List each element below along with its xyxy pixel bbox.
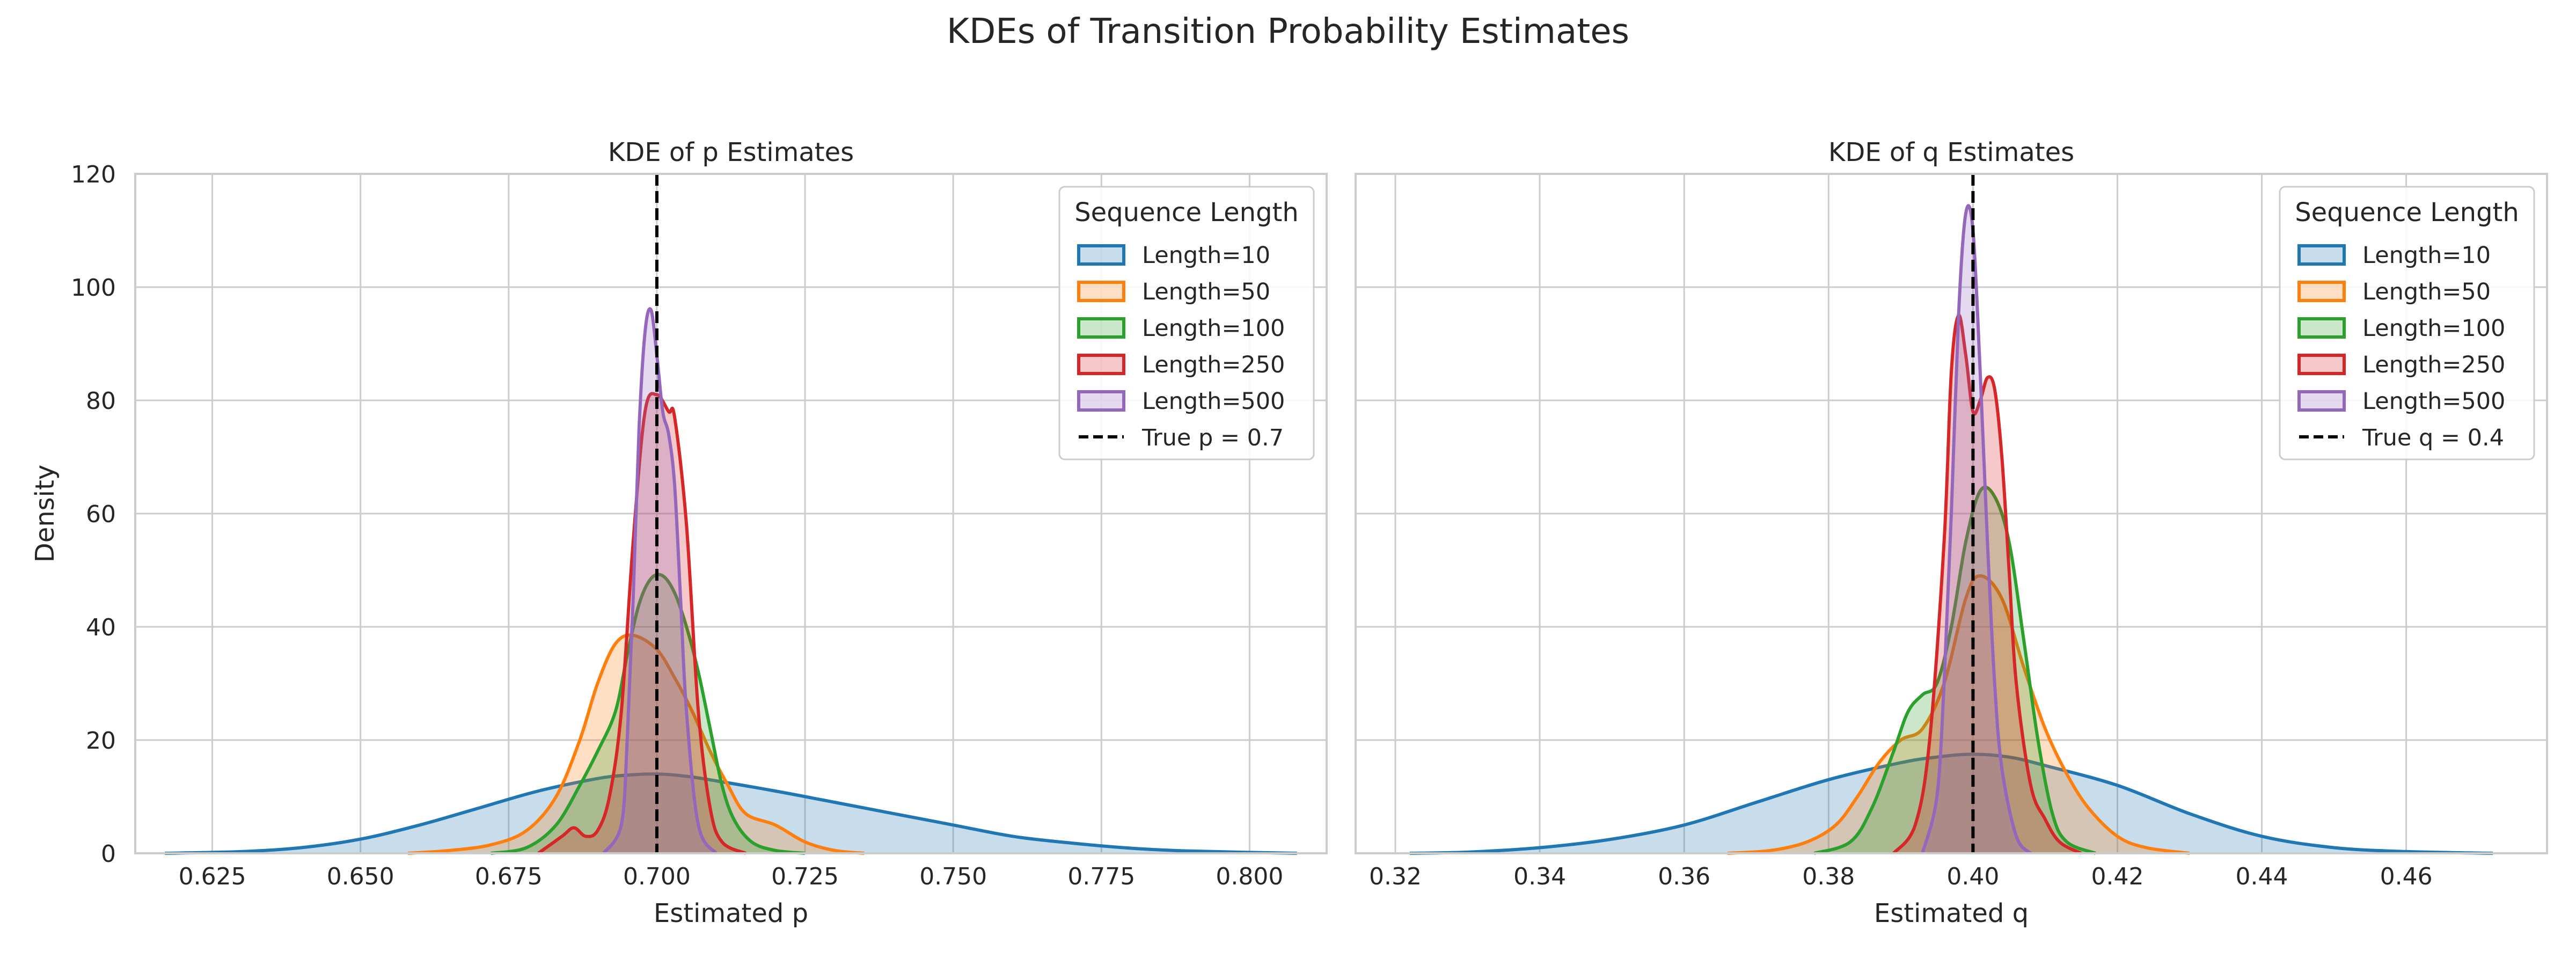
kde-series-group: [165, 307, 1297, 855]
panel-title: KDE of q Estimates: [1828, 137, 2074, 167]
y-tick-label: 0: [101, 840, 116, 868]
x-tick-label: 0.700: [623, 863, 691, 890]
y-tick-label: 20: [86, 727, 116, 755]
legend-label: Length=50: [2362, 279, 2491, 305]
legend-label: Length=100: [2362, 315, 2505, 342]
legend-label: Length=100: [1142, 315, 1285, 342]
kde-line-length-50: [407, 633, 865, 855]
axes-frame: [1355, 173, 2548, 854]
legend-swatch: [2297, 390, 2346, 412]
y-tick-label: 120: [71, 161, 116, 188]
y-axis-label: Density: [30, 465, 60, 562]
x-tick-label: 0.650: [327, 863, 394, 890]
panel-p: 0.625 0.650 0.675 0.700 0.725 0.750 0.775 0.800…: [30, 137, 1328, 928]
x-tick-label: 0.675: [475, 863, 543, 890]
legend-title: Sequence Length: [2295, 197, 2519, 228]
x-tick-label: 0.750: [919, 863, 987, 890]
kde-fill-length-250: [538, 393, 746, 853]
legend-label: True p = 0.7: [1141, 425, 1284, 451]
legend-swatch: [1077, 244, 1125, 266]
x-tick-label: 0.46: [2380, 863, 2433, 890]
x-tick-label: 0.38: [1802, 863, 1855, 890]
legend-label: True q = 0.4: [2362, 425, 2504, 451]
panel-title: KDE of p Estimates: [608, 137, 854, 167]
legend-label: Length=500: [2362, 388, 2505, 415]
axes-frame: [134, 173, 1328, 854]
kde-line-length-10: [1409, 752, 2493, 855]
legend-label: Length=500: [1142, 388, 1285, 415]
kde-line-length-100: [491, 573, 806, 855]
kde-fill-length-10: [1409, 754, 2493, 853]
y-tick-label: 80: [86, 387, 116, 415]
kde-line-length-250: [537, 392, 747, 855]
legend-label: Length=10: [2362, 242, 2491, 269]
legend-swatch: [2297, 244, 2346, 266]
kde-fill-length-100: [491, 574, 806, 853]
legend-title: Sequence Length: [1074, 197, 1299, 228]
x-tick-label: 0.40: [1946, 863, 1999, 890]
x-tick-label: 0.625: [179, 863, 246, 890]
x-tick-label: 0.42: [2091, 863, 2143, 890]
legend-swatch: [2297, 317, 2346, 339]
legend: Sequence Length Length=10 Length=50 Length=…: [1058, 186, 1315, 460]
x-tick-label: 0.44: [2236, 863, 2288, 890]
x-axis-label: Estimated q: [1874, 898, 2029, 928]
kde-line-length-10: [165, 772, 1297, 855]
legend-swatch: [2297, 281, 2346, 302]
legend-label: Length=250: [1142, 352, 1285, 378]
x-tick-label: 0.775: [1067, 863, 1135, 890]
x-tick-label: 0.34: [1513, 863, 1566, 890]
legend: Sequence Length Length=10 Length=50 Length=…: [2279, 186, 2535, 460]
y-tick-label: 100: [71, 274, 116, 302]
kde-line-length-500: [602, 307, 718, 854]
kde-line-length-50: [1727, 574, 2190, 855]
figure-title: KDEs of Transition Probability Estimates: [947, 12, 1629, 52]
y-tick-label: 40: [86, 614, 116, 641]
legend-swatch: [2297, 354, 2346, 375]
kde-fill-length-50: [408, 635, 865, 853]
legend-swatch: [1077, 390, 1125, 412]
kde-fill-length-500: [603, 309, 716, 853]
x-tick-label: 0.725: [771, 863, 839, 890]
legend-label: Length=250: [2362, 352, 2505, 378]
x-tick-label: 0.32: [1369, 863, 1422, 890]
x-axis-label: Estimated p: [654, 898, 808, 928]
panel-q: 0.32 0.34 0.36 0.38 0.40 0.42 0.44 0.46 KDE of q…: [1355, 137, 2548, 928]
legend-label: Length=50: [1142, 279, 1270, 305]
legend-swatch: [1077, 281, 1125, 302]
legend-label: Length=10: [1142, 242, 1270, 269]
kde-fill-length-250: [1893, 315, 2082, 853]
legend-swatch: [1077, 354, 1125, 375]
legend-swatch: [1077, 317, 1125, 339]
kde-fill-length-500: [1922, 206, 2031, 853]
x-tick-label: 0.36: [1658, 863, 1710, 890]
kde-line-length-100: [1813, 485, 2097, 855]
kde-fill-length-50: [1727, 576, 2190, 853]
y-tick-label: 60: [86, 501, 116, 528]
x-tick-label: 0.800: [1216, 863, 1283, 890]
